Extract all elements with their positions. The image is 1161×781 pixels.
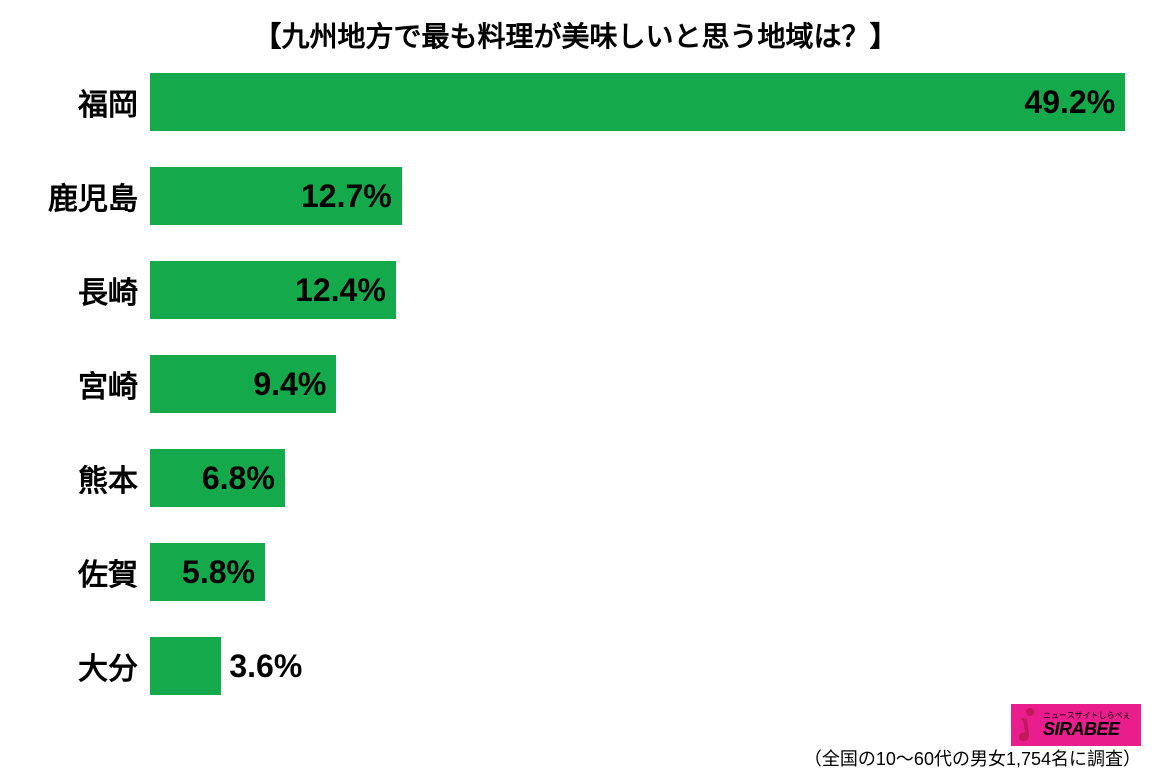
bar-track: 12.7%: [150, 167, 1141, 225]
bar-fill: 12.7%: [150, 167, 402, 225]
bar-value: 12.4%: [295, 272, 396, 309]
sirabee-logo: ニュースサイトしらべぇ SIRABEE: [1011, 704, 1141, 746]
bar-label: 鹿児島: [10, 174, 150, 218]
bar-track: 9.4%: [150, 355, 1141, 413]
bar-track: 12.4%: [150, 261, 1141, 319]
chart-title: 【九州地方で最も料理が美味しいと思う地域は？】: [10, 15, 1141, 55]
bar-value: 3.6%: [221, 648, 302, 685]
bar-row: 長崎 12.4%: [10, 261, 1141, 319]
bar-fill: 3.6%: [150, 637, 221, 695]
bar-track: 5.8%: [150, 543, 1141, 601]
bar-row: 鹿児島 12.7%: [10, 167, 1141, 225]
bar-value: 9.4%: [253, 366, 336, 403]
bars-area: 福岡 49.2% 鹿児島 12.7% 長崎 12.4% 宮崎 9.4% 熊本 6.8% 佐賀 5.8%…: [10, 73, 1141, 695]
bar-fill: 9.4%: [150, 355, 336, 413]
bar-value: 5.8%: [182, 554, 265, 591]
survey-note: （全国の10〜60代の男女1,754名に調査）: [804, 745, 1141, 771]
bar-track: 6.8%: [150, 449, 1141, 507]
bar-label: 長崎: [10, 268, 150, 312]
logo-brand-name: SIRABEE: [1043, 720, 1131, 738]
bar-fill: 49.2%: [150, 73, 1125, 131]
logo-icon: [1015, 707, 1041, 743]
chart-container: 【九州地方で最も料理が美味しいと思う地域は？】 福岡 49.2% 鹿児島 12.7% 長…: [0, 0, 1161, 695]
logo-text-area: ニュースサイトしらべぇ SIRABEE: [1043, 712, 1131, 738]
bar-row: 大分3.6%: [10, 637, 1141, 695]
bar-value: 6.8%: [202, 460, 285, 497]
bar-label: 佐賀: [10, 550, 150, 594]
bar-fill: 6.8%: [150, 449, 285, 507]
bar-label: 熊本: [10, 456, 150, 500]
bar-value: 49.2%: [1024, 84, 1125, 121]
bar-track: 49.2%: [150, 73, 1141, 131]
bar-row: 佐賀 5.8%: [10, 543, 1141, 601]
bar-track: 3.6%: [150, 637, 1141, 695]
bar-value: 12.7%: [301, 178, 402, 215]
bar-fill: 12.4%: [150, 261, 396, 319]
bar-row: 熊本 6.8%: [10, 449, 1141, 507]
bar-row: 福岡 49.2%: [10, 73, 1141, 131]
bar-label: 宮崎: [10, 362, 150, 406]
bar-row: 宮崎 9.4%: [10, 355, 1141, 413]
bar-label: 福岡: [10, 80, 150, 124]
bar-label: 大分: [10, 644, 150, 688]
bar-fill: 5.8%: [150, 543, 265, 601]
